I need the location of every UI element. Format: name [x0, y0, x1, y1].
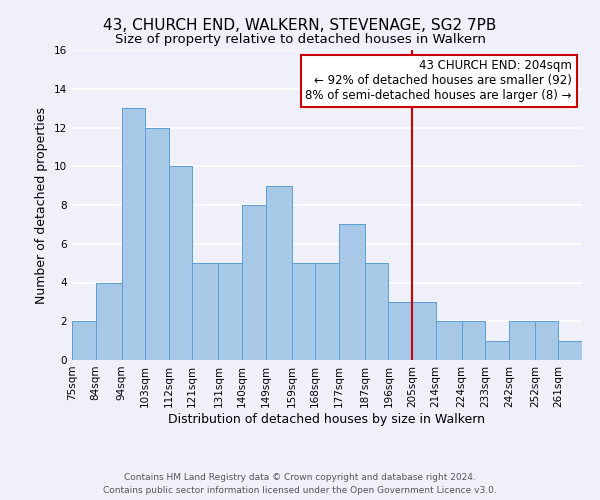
- Bar: [169, 166, 193, 360]
- Bar: [339, 224, 365, 360]
- Bar: [72, 322, 95, 360]
- Bar: [193, 263, 218, 360]
- Bar: [266, 186, 292, 360]
- Bar: [461, 322, 485, 360]
- Text: 43 CHURCH END: 204sqm
← 92% of detached houses are smaller (92)
8% of semi-detac: 43 CHURCH END: 204sqm ← 92% of detached …: [305, 60, 572, 102]
- Bar: [388, 302, 412, 360]
- Bar: [535, 322, 559, 360]
- Bar: [559, 340, 582, 360]
- Bar: [292, 263, 315, 360]
- X-axis label: Distribution of detached houses by size in Walkern: Distribution of detached houses by size …: [169, 412, 485, 426]
- Bar: [436, 322, 461, 360]
- Bar: [242, 205, 266, 360]
- Bar: [122, 108, 145, 360]
- Text: 43, CHURCH END, WALKERN, STEVENAGE, SG2 7PB: 43, CHURCH END, WALKERN, STEVENAGE, SG2 …: [103, 18, 497, 32]
- Bar: [365, 263, 388, 360]
- Bar: [485, 340, 509, 360]
- Bar: [95, 282, 122, 360]
- Text: Contains HM Land Registry data © Crown copyright and database right 2024.
Contai: Contains HM Land Registry data © Crown c…: [103, 474, 497, 495]
- Bar: [412, 302, 436, 360]
- Bar: [509, 322, 535, 360]
- Bar: [145, 128, 169, 360]
- Bar: [218, 263, 242, 360]
- Y-axis label: Number of detached properties: Number of detached properties: [35, 106, 49, 304]
- Bar: [315, 263, 339, 360]
- Text: Size of property relative to detached houses in Walkern: Size of property relative to detached ho…: [115, 32, 485, 46]
